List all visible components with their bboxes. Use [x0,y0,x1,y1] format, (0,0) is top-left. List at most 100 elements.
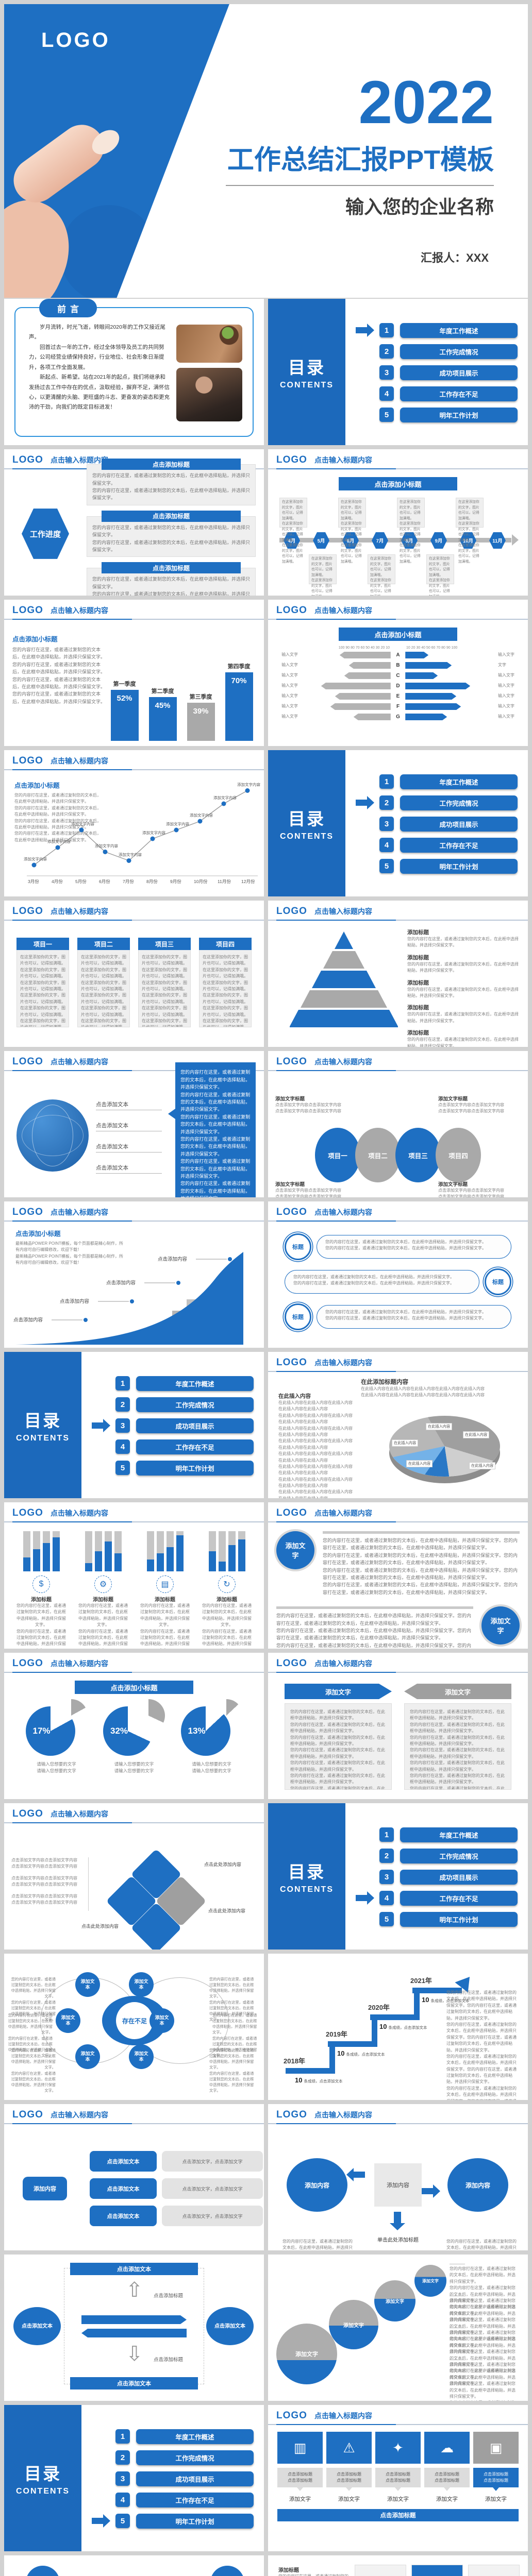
toc-item-button[interactable]: 成功项目展示 [400,365,518,380]
toc-item-button[interactable]: 明年工作计划 [136,2513,254,2529]
pyramid-label: 添加标题 您的内容打在这里，或者通过复制您的文本后，在此框中选择粘贴，并选择只保留… [407,954,519,973]
toc-item-button[interactable]: 年度工作概述 [400,1827,518,1842]
slide-thumbnail-10-pyramid[interactable]: LOGO 点击输入标题内容添加标题 您的内容打在这里，或者通过复制您的文本后，在此框… [268,901,528,1047]
preface-text: 岁月流转，时光飞逝，转眼间2020年的工作又接近尾声。 回首过去一年的工作，经过全… [29,324,170,411]
corner-text: 添加文字标题 点击添加文字内容点击添加文字内容 点击添加文字内容点击添加文字内容 [275,1182,341,1197]
slide-thumbnail-28-splitcircles[interactable]: 添加文字 添加文字 添加文字 添加文字 您的内容打在这里，或者通过复制您的文本后，在此框… [268,2255,528,2401]
toc-item-button[interactable]: 工作完成情况 [400,344,518,359]
slide-thumbnail-4-timeline[interactable]: LOGO 点击输入标题内容 点击添加小标题 4月 在这里添加你的文字，图片也可以，记得加… [268,449,528,596]
toc-item-button[interactable]: 成功项目展示 [136,1418,254,1433]
slide-title: 点击输入标题内容 [50,1810,108,1818]
toc-item-button[interactable]: 明年工作计划 [400,858,518,874]
toc-item-button[interactable]: 工作存在不足 [136,2492,254,2507]
toc-item-button[interactable]: 成功项目展示 [136,2471,254,2486]
slide-thumbnail-22-toc[interactable]: 目录 CONTENTS 1 年度工作概述 2 工作完成情况 3 成功项目展示 4 工作存在不足 5 明… [268,1803,528,1950]
toc-item-button[interactable]: 明年工作计划 [136,1460,254,1476]
left-bar [301,662,391,669]
slide-thumbnail-23-hub6[interactable]: 存在不足 添加文本 添加文本 添加文本 添加文本 添加文本 添加文本 您的内容打在这里，或者通… [4,1954,264,2100]
slide-title: 点击输入标题内容 [50,606,108,615]
icon-column: ✦ 点击添加标题 点击添加标题 添加文字 [375,2432,421,2503]
project-column: 项目三 在这里添加你的文字，图片也可以，记得加满哦。 在这里添加你的文字，图片也可以… [138,938,191,1027]
slide-thumbnail-5-quarterbars[interactable]: LOGO 点击输入标题内容 点击添加小标题 您的内容打在这里，或者通过复制您的文本后，… [4,600,264,746]
toc-number: 4 [379,1891,394,1905]
toc-item-button[interactable]: 工作完成情况 [400,1848,518,1863]
timeline-node: 11月 [489,532,506,549]
toc-item-button[interactable]: 年度工作概述 [136,1376,254,1391]
icon-caption: 添加文字 [338,2496,360,2502]
slide-thumbnail-2-toc[interactable]: 目录 CONTENTS 1 年度工作概述 2 工作完成情况 3 成功项目展示 4 工作存在不足 5 明… [268,299,528,445]
svg-text:点击添加内容: 点击添加内容 [158,1256,188,1262]
slide-header: LOGO 点击输入标题内容 [4,1051,264,1071]
split-note: 您的内容打在这里，或者通过复制您的文本后，在此框中选择粘贴，并选择只保留文字。您… [450,2296,519,2354]
slide-thumbnail-1-preface[interactable]: 前言岁月流转，时光飞逝，转眼间2020年的工作又接近尾声。 回首过去一年的工作，经… [4,299,264,445]
preface-badge: 前言 [39,299,97,317]
slide-thumbnail-12-circles4[interactable]: LOGO 点击输入标题内容 添加文字标题 点击添加文字内容点击添加文字内容 点击添加文字… [268,1051,528,1197]
gray-rule [276,1606,473,1609]
icon-caption: 添加文字 [387,2496,409,2502]
chart-caption: 点击添加小标题 您的内容打在这里，或者通过复制您的文本后，在此框中选择粘贴，并选择… [12,626,108,742]
pie-caption: 请输入您想要的文字 [192,1761,231,1767]
slide-thumbnail-6-butterfly[interactable]: LOGO 点击输入标题内容 点击添加小标题 100 90 80 70 60 50 40… [268,600,528,746]
toc-item-button[interactable]: 工作完成情况 [136,1397,254,1412]
slide-thumbnail-11-globecall[interactable]: LOGO 点击输入标题内容 点击添加文本 点击添加文本 点击添加文本 点击添加文本 您的内容… [4,1051,264,1197]
slide-thumbnail-29-toc[interactable]: 目录 CONTENTS 1 年度工作概述 2 工作完成情况 3 成功项目展示 4 工作存在不足 5 明… [4,2405,264,2551]
slide-thumbnail-19-pies3[interactable]: LOGO 点击输入标题内容 点击添加小标题 17% 请输入您想要的文字 请输入您想要的文字… [4,1653,264,1799]
slide-thumbnail-24-stairs[interactable]: 2018年 10 条成绩，点击添加文本 2019年 10 条成绩，点击添加文本 2020年 1… [268,1954,528,2100]
toc-item-button[interactable]: 年度工作概述 [136,2429,254,2444]
toc-number: 5 [379,859,394,873]
butterfly-row: 输入文字 G 输入文字 [281,714,514,720]
toc-item-button[interactable]: 年度工作概述 [400,774,518,789]
cover-slide[interactable]: LOGO 2022 工作总结汇报PPT模板 输入您的企业名称 汇报人：XXX [4,4,528,298]
slide-thumbnail-21-puzzle[interactable]: LOGO 点击输入标题内容 点击添加文字内容点击添加文字内容 点击添加文字内容点击添加… [4,1803,264,1950]
flow-row: 点击添加文本 点击添加文字，点击添加文字 [90,2206,263,2226]
slide-thumbnail-25-flow3[interactable]: LOGO 点击输入标题内容 添加内容 点击添加文本 点击添加文字，点击添加文字 点击添加文… [4,2104,264,2250]
slide-thumbnail-15-toc[interactable]: 目录 CONTENTS 1 年度工作概述 2 工作完成情况 3 成功项目展示 4 工作存在不足 5 明… [4,1352,264,1498]
timeline-arrow [512,534,519,546]
slide-thumbnail-7-linechart[interactable]: LOGO 点击输入标题内容 点击添加小标题 您的内容打在这里，或者通过复制您的文本后，… [4,750,264,896]
toc-item-button[interactable]: 工作存在不足 [400,1890,518,1906]
bar-group-column: $ 添加标题 您的内容打在这里，或者通过复制您的文本后，在此框中选择粘贴，并选择只保… [15,1529,68,1649]
slide-thumbnail-26-dumbbell[interactable]: LOGO 点击输入标题内容 添加内容 添加内容 添加内容 单击此处添加标题 您的内容打在这里… [268,2104,528,2250]
svg-text:3月份: 3月份 [28,879,39,884]
toc-row: 4 工作存在不足 [115,2492,264,2507]
toc-item-button[interactable]: 工作完成情况 [400,795,518,810]
slide-thumbnail-27-cycle[interactable]: 点击添加文本 点击添加文本 点击添加文本 点击添加文本 ⇧ ⇩ 点击添加标题 点击添加标题 [4,2255,264,2401]
slide-thumbnail-13-curve[interactable]: LOGO 点击输入标题内容 点击添加小标题 最新精品POWER POINT模板，每个页… [4,1201,264,1348]
slide-thumbnail-3-hexflow[interactable]: LOGO 点击输入标题内容 工作进度 您的内容打在这里，或者通过复制您的文本后，在此框… [4,449,264,596]
slide-thumbnail-17-bargroups[interactable]: LOGO 点击输入标题内容 $ 添加标题 您的内容打在这里，或者通过复制您的文本后，在此… [4,1502,264,1649]
slide-thumbnail-14-pills3[interactable]: LOGO 点击输入标题内容 标题 您的内容打在这里，或者通过复制您的文本后，在此框中选… [268,1201,528,1348]
toc-row: 5 明年工作计划 [379,858,528,874]
pie-caption: 请输入您想要的文字 [114,1761,154,1767]
pointer [297,2487,303,2494]
flow-source: 添加内容 [23,2177,67,2200]
toc-item-button[interactable]: 工作存在不足 [400,837,518,853]
toc-item-button[interactable]: 明年工作计划 [400,407,518,422]
slide-thumbnail-8-toc[interactable]: 目录 CONTENTS 1 年度工作概述 2 工作完成情况 3 成功项目展示 4 工作存在不足 5 明… [268,750,528,896]
slide-thumbnail-31-snake[interactable]: 第一季度起点点击添加文本点击添加文本点击添加文本第二季度第三季度点击添加文本点击… [4,2555,264,2576]
slide-logo: LOGO [276,1658,307,1669]
box-text: 您的内容打在这里，或者通过复制您的文本后，在此框中选择粘贴，并选择只保留文字。您… [87,516,256,557]
toc-item-button[interactable]: 成功项目展示 [400,1869,518,1885]
svg-text:7月份: 7月份 [123,879,134,884]
toc-item-button[interactable]: 明年工作计划 [400,1911,518,1927]
slide-thumbnail-30-iconcols5[interactable]: LOGO 点击输入标题内容 ▥ 点击添加标题 点击添加标题 添加文字 ⚠ 点击添加标题 点击添加… [268,2405,528,2551]
toc-item-button[interactable]: 年度工作概述 [400,323,518,338]
left-ellipse: 添加内容 [287,2158,347,2212]
pie-label: 在此插入内容 [426,1423,453,1430]
toc-item-button[interactable]: 工作存在不足 [136,1439,254,1454]
toc-number: 2 [379,795,394,810]
slide-header: LOGO 点击输入标题内容 [268,901,528,921]
slide-thumbnail-9-cols4[interactable]: LOGO 点击输入标题内容 项目一 在这里添加你的文字，图片也可以，记得加满哦。 在这里… [4,901,264,1047]
toc-item-button[interactable]: 工作存在不足 [400,386,518,401]
icon-note: 点击添加标题 点击添加标题 [277,2468,323,2487]
toc-arrow-icon [92,1419,110,1432]
toc-item-button[interactable]: 工作完成情况 [136,2450,254,2465]
toc-number: 5 [379,408,394,422]
slide-thumbnail-20-arrowcols[interactable]: LOGO 点击输入标题内容 添加文字 您的内容打在这里，或者通过复制您的文本后，在此框… [268,1653,528,1799]
slide-thumbnail-18-textcircles[interactable]: LOGO 点击输入标题内容 添加文字 您的内容打在这里，或者通过复制您的文本后，在此框… [268,1502,528,1649]
slide-thumbnail-16-pie3d[interactable]: LOGO 点击输入标题内容 在此添加标题内容 在此插入内容在此插入内容在此插入内容在此… [268,1352,528,1498]
bubble-tail [168,1109,176,1120]
slide-thumbnail-32-iconcols3[interactable]: 添加标题您的内容打在这里，或者通过复制您的文本后，在此框中选择粘贴，并选择只保留… [268,2555,528,2576]
toc-item-button[interactable]: 成功项目展示 [400,816,518,832]
icon-column: ▣ 点击添加标题 点击添加标题 添加文字 [473,2432,519,2503]
